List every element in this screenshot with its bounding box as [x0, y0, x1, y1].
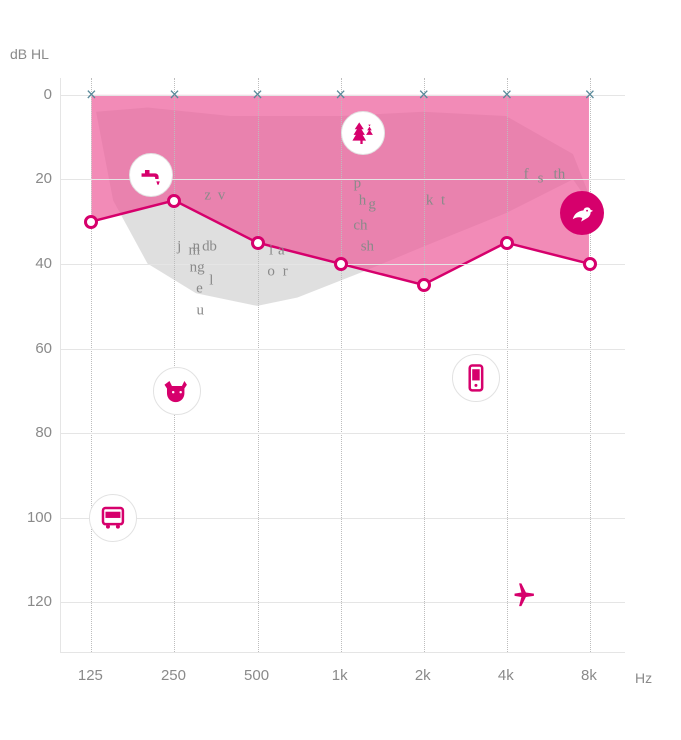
gridline-v	[424, 78, 425, 652]
phoneme: t	[441, 192, 445, 209]
marker-x: ×	[252, 84, 263, 105]
marker-x: ×	[86, 84, 97, 105]
gridline-h	[61, 518, 625, 519]
marker-x: ×	[585, 84, 596, 105]
y-tick-label: 60	[12, 340, 52, 357]
phoneme: ch	[353, 217, 367, 234]
phoneme: sh	[361, 239, 374, 256]
phoneme: l	[209, 272, 213, 289]
y-tick-label: 40	[12, 255, 52, 272]
plot-area: ×××××××jmndbngeluzvioarphgchshktfsth	[60, 78, 625, 653]
dog-icon	[153, 367, 201, 415]
x-tick-label: 250	[161, 667, 186, 684]
y-tick-label: 20	[12, 170, 52, 187]
marker-x: ×	[418, 84, 429, 105]
phoneme: i	[269, 243, 273, 260]
x-tick-label: 4k	[498, 667, 514, 684]
phoneme: s	[538, 171, 544, 188]
phoneme: ng	[190, 260, 205, 277]
x-axis-label: Hz	[635, 670, 652, 686]
y-tick-label: 0	[12, 86, 52, 103]
marker-o	[334, 257, 348, 271]
phone-icon	[452, 354, 500, 402]
phoneme: k	[426, 192, 434, 209]
gridline-v	[590, 78, 591, 652]
bus-icon	[89, 494, 137, 542]
y-tick-label: 80	[12, 424, 52, 441]
gridline-v	[91, 78, 92, 652]
marker-o	[167, 194, 181, 208]
y-tick-label: 100	[12, 509, 52, 526]
phoneme: z	[204, 188, 211, 205]
x-tick-label: 8k	[581, 667, 597, 684]
phoneme: g	[368, 196, 376, 213]
marker-x: ×	[502, 84, 513, 105]
x-tick-label: 1k	[332, 667, 348, 684]
gridline-v	[174, 78, 175, 652]
phoneme: e	[196, 281, 203, 298]
x-tick-label: 125	[78, 667, 103, 684]
marker-o	[84, 215, 98, 229]
phoneme: r	[283, 264, 288, 281]
phoneme: u	[197, 302, 205, 319]
gridline-v	[258, 78, 259, 652]
marker-o	[583, 257, 597, 271]
phoneme: h	[359, 192, 367, 209]
faucet-icon	[129, 153, 173, 197]
marker-o	[500, 236, 514, 250]
trees-icon	[341, 111, 385, 155]
marker-o	[417, 278, 431, 292]
gridline-h	[61, 349, 625, 350]
phoneme: f	[524, 167, 529, 184]
phoneme: j	[177, 239, 181, 256]
phoneme: a	[278, 243, 285, 260]
audiogram-chart: dB HL Hz ×××××××jmndbngeluzvioarphgchshk…	[0, 0, 681, 740]
gridline-v	[341, 78, 342, 652]
x-tick-label: 2k	[415, 667, 431, 684]
phoneme: v	[218, 188, 226, 205]
marker-x: ×	[169, 84, 180, 105]
plane-icon	[503, 573, 545, 615]
phoneme: b	[209, 239, 217, 256]
phoneme: o	[267, 264, 275, 281]
y-tick-label: 120	[12, 593, 52, 610]
marker-o	[251, 236, 265, 250]
y-axis-label: dB HL	[10, 46, 49, 62]
gridline-v	[507, 78, 508, 652]
phoneme: p	[354, 175, 362, 192]
phoneme: n	[193, 239, 201, 256]
phoneme: th	[554, 167, 566, 184]
x-tick-label: 500	[244, 667, 269, 684]
bird-icon	[560, 191, 604, 235]
marker-x: ×	[335, 84, 346, 105]
gridline-h	[61, 433, 625, 434]
